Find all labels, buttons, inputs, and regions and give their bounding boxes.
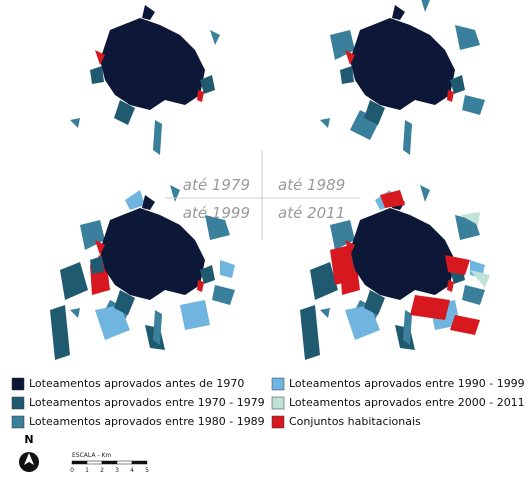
period-label: até 1999 bbox=[183, 204, 250, 222]
legend-swatch bbox=[11, 415, 25, 429]
scale-segment bbox=[101, 460, 118, 465]
legend-label: Loteamentos aprovados entre 1980 - 1989 bbox=[29, 415, 265, 428]
legend-label: Loteamentos aprovados entre 1990 - 1999 bbox=[289, 377, 525, 390]
legend-label: Loteamentos aprovados entre 2000 - 2011 bbox=[289, 396, 525, 409]
map-1979 bbox=[70, 5, 220, 155]
scale-tick-label: 3 bbox=[115, 467, 119, 474]
legend-swatch bbox=[11, 396, 25, 410]
legend-swatch bbox=[11, 377, 25, 391]
period-label: até 1979 bbox=[183, 176, 250, 194]
scale-segment bbox=[131, 460, 148, 465]
scale-tick-label: 5 bbox=[145, 467, 149, 474]
legend-label: Conjuntos habitacionais bbox=[289, 415, 421, 428]
north-label: N bbox=[24, 433, 33, 446]
scale-title: ESCALA - Km bbox=[72, 452, 111, 459]
legend-swatch bbox=[271, 415, 285, 429]
legend-swatch bbox=[271, 377, 285, 391]
legend-label: Loteamentos aprovados entre 1970 - 1979 bbox=[29, 396, 265, 409]
scale-tick-label: 2 bbox=[100, 467, 104, 474]
scale-tick-label: 1 bbox=[85, 467, 89, 474]
period-label: até 2011 bbox=[278, 204, 345, 222]
scale-bar: 0 1 2 3 4 5 bbox=[70, 460, 149, 474]
scale-tick-label: 0 bbox=[70, 467, 74, 474]
legend-label: Loteamentos aprovados antes de 1970 bbox=[29, 377, 244, 390]
scale-segment bbox=[86, 460, 103, 465]
map-1989 bbox=[320, 0, 485, 155]
period-label: até 1989 bbox=[278, 176, 345, 194]
legend-swatch bbox=[271, 396, 285, 410]
scale-segment bbox=[116, 460, 133, 465]
scale-segment bbox=[71, 460, 88, 465]
legend: Loteamentos aprovados antes de 1970 Lotea… bbox=[11, 377, 525, 429]
scale-tick-label: 4 bbox=[130, 467, 134, 474]
compass bbox=[19, 452, 39, 472]
